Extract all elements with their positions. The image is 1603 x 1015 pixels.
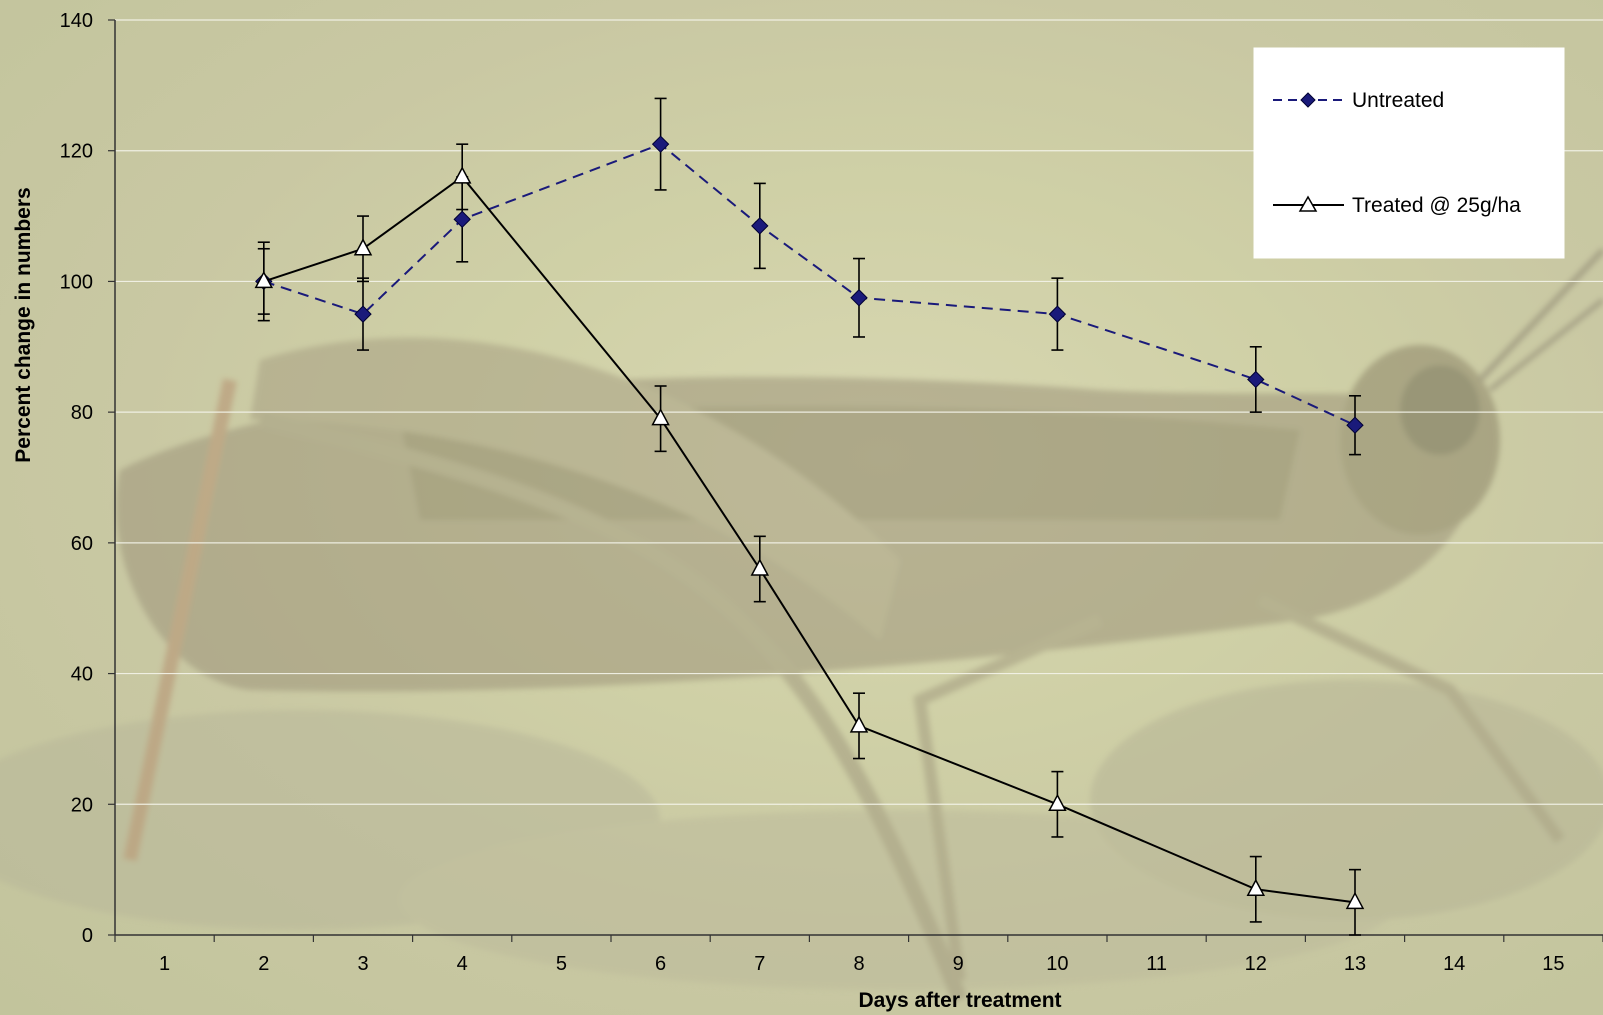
y-tick-label: 80 [71,402,93,424]
x-tick-label: 6 [655,953,666,975]
x-axis-title: Days after treatment [858,989,1061,1012]
data-point [651,135,670,153]
x-tick-label: 14 [1443,953,1465,975]
legend-label-treated: Treated @ 25g/ha [1352,194,1521,217]
legend: Untreated Treated @ 25g/ha [1253,47,1565,259]
data-point [1345,891,1365,910]
data-point [849,715,869,733]
data-point [452,166,472,184]
x-tick-label: 10 [1046,953,1068,975]
x-tick-label: 8 [853,953,864,975]
data-point [1247,370,1265,389]
data-point [651,408,670,426]
legend-label-untreated: Untreated [1352,89,1444,112]
x-tick-label: 2 [258,953,269,975]
legend-box [1253,47,1565,259]
data-point [751,217,769,235]
y-tick-label: 0 [82,925,93,947]
y-tick-label: 60 [71,533,93,555]
y-tick-label: 120 [60,141,93,163]
series-line [263,143,1356,427]
data-point [1246,878,1266,896]
data-point [453,210,471,229]
y-tick-label: 140 [60,10,93,32]
y-tick-label: 100 [60,271,93,293]
x-tick-label: 3 [357,953,368,975]
x-tick-label: 7 [754,953,765,975]
legend-treated-marker [1298,195,1318,212]
data-point [1346,416,1364,434]
x-tick-label: 9 [953,953,964,975]
data-point [254,270,274,289]
x-tick-label: 1 [159,953,170,975]
y-tick-label: 20 [71,794,93,816]
data-point [750,558,770,576]
x-tick-label: 11 [1146,953,1167,975]
data-point [1048,305,1067,323]
series-untreated [255,97,1364,456]
x-tick-label: 13 [1344,953,1366,975]
x-tick-label: 15 [1542,953,1564,975]
data-point [850,289,868,307]
y-axis-title: Percent change in numbers [12,187,35,462]
x-tick-label: 12 [1245,953,1267,975]
data-point [353,238,373,256]
y-tick-label: 40 [71,664,93,686]
legend-untreated-marker [1300,92,1316,108]
data-point [354,305,372,323]
x-tick-label: 4 [457,953,468,975]
series-treated [254,143,1365,936]
series-line [263,175,1356,904]
series-layer [254,97,1365,936]
x-tick-label: 5 [556,953,567,975]
data-point [1048,793,1067,812]
